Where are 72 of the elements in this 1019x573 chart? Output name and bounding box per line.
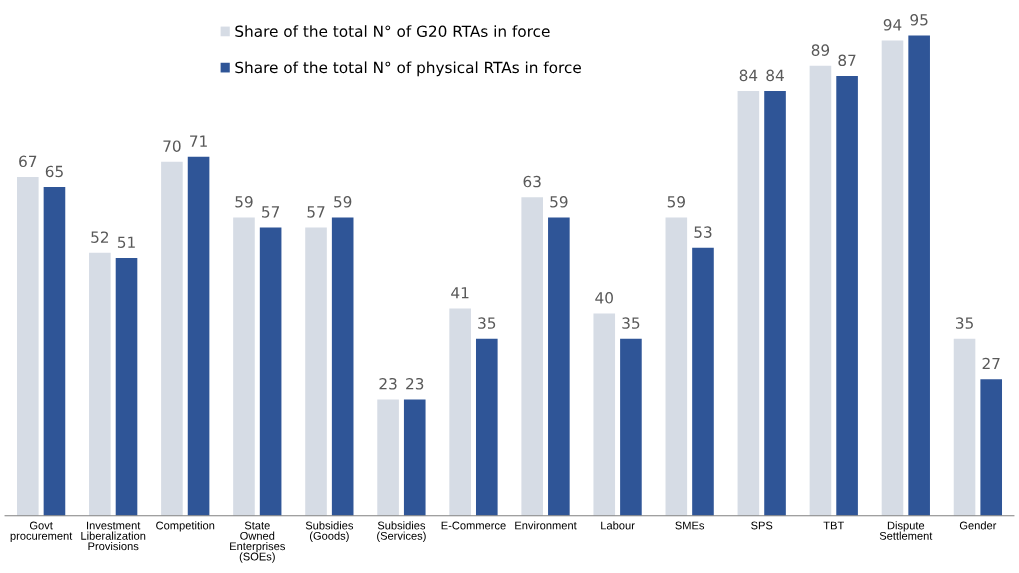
bar [187, 156, 210, 516]
x-tick-label: Dispute Settlement [879, 521, 933, 540]
x-tick-label: State Owned Enterprises (SOEs) [230, 521, 285, 563]
data-label: 53 [694, 226, 712, 238]
bar [43, 187, 66, 516]
bar [403, 399, 426, 516]
data-label: 35 [622, 317, 640, 329]
x-tick-label: Labour [601, 521, 635, 530]
x-tick-label: E-Commerce [441, 521, 506, 530]
x-tick-label: Subsidies (Goods) [305, 521, 354, 542]
bar [449, 308, 471, 516]
data-label: 59 [334, 195, 352, 208]
bar [16, 177, 39, 516]
bar [377, 399, 399, 516]
data-label: 57 [307, 206, 325, 218]
x-tick-label: Competition [156, 521, 215, 532]
data-label: 94 [883, 19, 902, 31]
bar [620, 338, 642, 516]
bar [809, 65, 832, 516]
legend-label: Share of the total N° of physical RTAs in force [235, 61, 581, 77]
data-label: 65 [45, 165, 63, 178]
x-tick-label: Gender [959, 521, 997, 530]
data-label: 84 [766, 69, 784, 82]
bar [89, 252, 111, 516]
bar [692, 247, 714, 516]
data-label: 52 [91, 231, 109, 243]
data-label: 71 [190, 135, 207, 147]
bar [475, 338, 498, 516]
bar [593, 313, 616, 516]
bar [881, 40, 904, 516]
data-label: 87 [838, 54, 856, 67]
x-tick-label: Subsidies (Services) [377, 521, 426, 542]
bar [161, 161, 183, 516]
legend-label: Share of the total N° of G20 RTAs in force [235, 25, 550, 38]
data-label: 23 [406, 377, 424, 390]
data-label: 35 [478, 317, 496, 329]
bar [737, 91, 760, 516]
data-label: 23 [379, 377, 397, 390]
data-label: 95 [910, 14, 928, 26]
data-label: 89 [811, 44, 830, 56]
data-label: 35 [955, 317, 973, 329]
bar [908, 35, 930, 516]
bar [305, 227, 327, 516]
data-label: 59 [667, 195, 685, 208]
bar [259, 227, 282, 516]
x-tick-label: Investment Liberalization Provisions [81, 521, 146, 551]
bar [521, 197, 544, 516]
data-label: 57 [262, 206, 280, 218]
x-tick-label: SMEs [675, 521, 705, 530]
data-label: 27 [982, 357, 1000, 370]
data-label: 70 [163, 140, 181, 152]
bar [980, 379, 1003, 516]
bar [233, 217, 255, 516]
bar [836, 75, 858, 516]
bar [331, 217, 354, 516]
bar [953, 338, 976, 516]
data-label: 51 [117, 236, 135, 248]
x-tick-label: TBT [823, 521, 844, 530]
data-label: 59 [235, 195, 253, 208]
x-tick-label: SPS [751, 521, 773, 530]
data-label: 59 [550, 195, 568, 208]
bar [548, 217, 570, 516]
data-label: 41 [451, 287, 469, 299]
bar [665, 217, 688, 516]
data-label: 67 [19, 155, 37, 168]
data-label: 84 [739, 69, 758, 82]
bar [115, 257, 138, 516]
data-label: 40 [595, 292, 613, 304]
x-tick-label: Environment [515, 521, 577, 530]
bar [764, 91, 786, 516]
data-label: 63 [523, 175, 541, 188]
x-tick-label: Govt procurement [10, 521, 73, 542]
